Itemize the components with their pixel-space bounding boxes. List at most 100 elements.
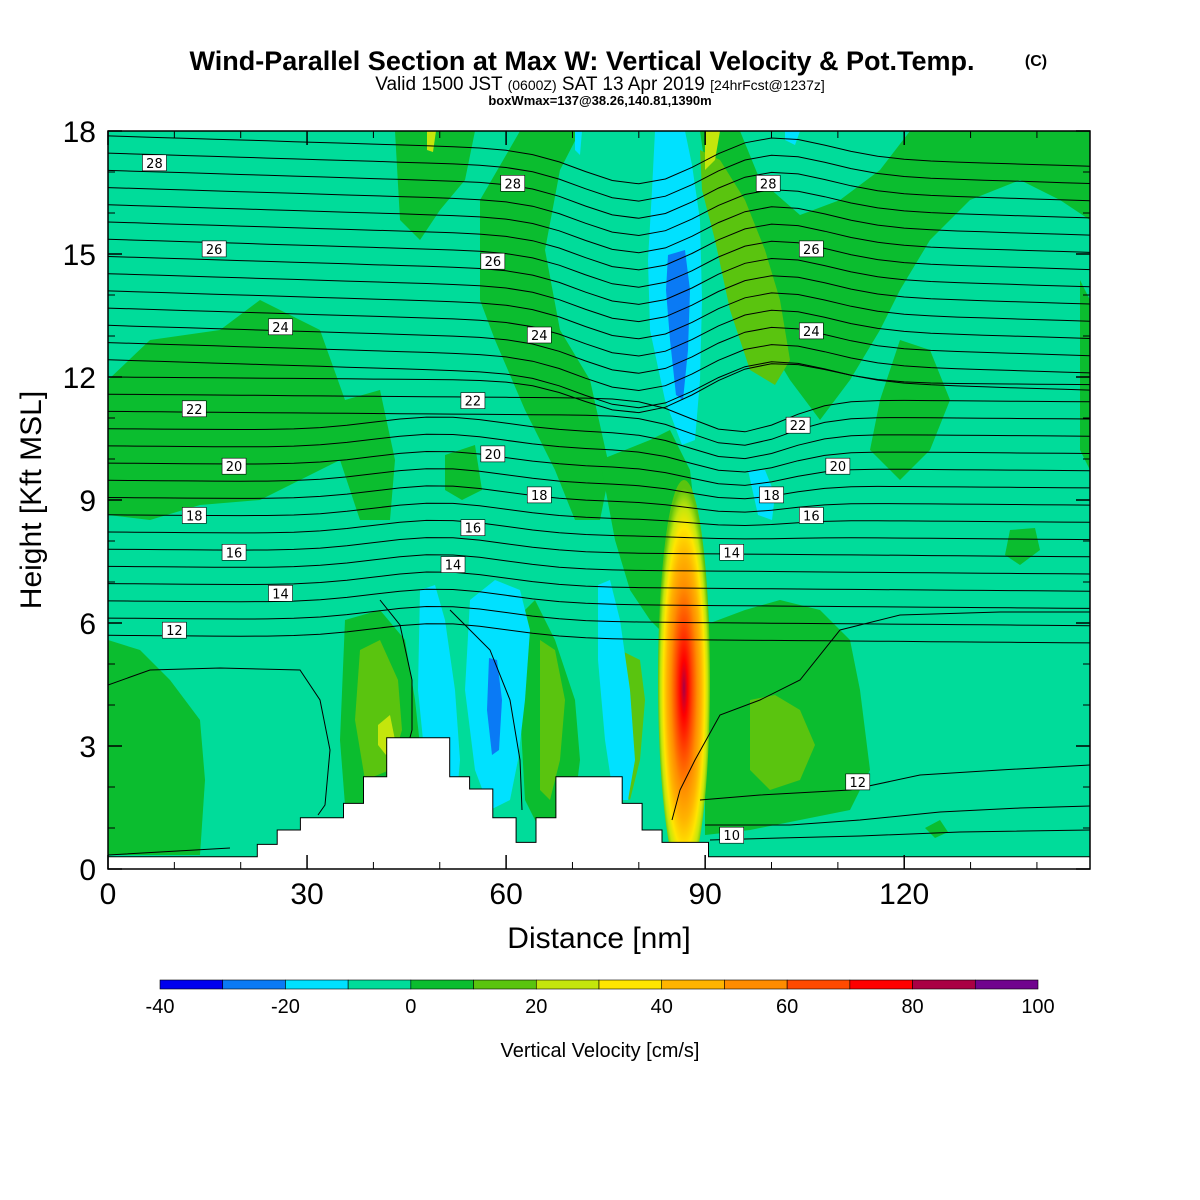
colorbar-swatch [347, 979, 412, 990]
theta-contour-line [108, 519, 1090, 541]
y-tick-label: 9 [79, 485, 96, 518]
theta-contour-line [108, 152, 1090, 202]
theta-contour-label-text: 28 [760, 177, 777, 192]
theta-contour-label: 28 [142, 154, 167, 172]
theta-contour-label-text: 22 [790, 419, 807, 434]
theta-contour-label: 16 [460, 519, 486, 537]
colorbar-label: Vertical Velocity [cm/s] [501, 1040, 700, 1062]
theta-contour-line [108, 502, 1090, 527]
chart-title: Wind-Parallel Section at Max W: Vertical… [190, 46, 975, 76]
y-tick-label: 15 [63, 239, 96, 272]
theta-contour-label-text: 28 [146, 157, 163, 172]
colorbar-tick-label: 0 [405, 996, 416, 1018]
theta-contour-label-text: 12 [849, 776, 866, 791]
theta-contour-line [108, 342, 1090, 392]
theta-contour-label-text: 20 [485, 448, 502, 463]
theta-contour-line [108, 238, 1090, 288]
theta-contour-label: 28 [500, 175, 526, 192]
theta-contour-label-text: 24 [531, 329, 548, 344]
theta-contour-label: 18 [181, 507, 207, 524]
theta-contour-label-text: 16 [226, 546, 243, 561]
theta-contour-label: 24 [268, 318, 293, 336]
theta-contour-line [108, 623, 1090, 644]
theta-contour-line [108, 290, 1090, 340]
y-tick-label: 3 [79, 731, 96, 764]
theta-contour-line [108, 468, 1090, 500]
theta-contour-label: 24 [526, 326, 552, 344]
colorbar-swatch [598, 979, 663, 990]
colorbar: -40 -20 0 20 40 60 80 100 [146, 979, 1055, 1018]
theta-contour-line [108, 135, 1090, 185]
theta-contour-line [108, 410, 1090, 446]
colorbar-swatch [786, 979, 851, 990]
colorbar-tick-label: -20 [271, 996, 300, 1018]
theta-contour-label: 20 [480, 445, 506, 463]
x-tick-label: 120 [879, 878, 929, 911]
theta-contour-label-text: 18 [763, 489, 780, 504]
y-axis: 0 3 6 9 12 15 18 [63, 116, 1090, 887]
x-axis-label: Distance [nm] [507, 922, 690, 955]
colorbar-tick-label: 80 [901, 996, 923, 1018]
theta-contour-label: 24 [799, 322, 824, 340]
theta-contour-line [108, 359, 1090, 409]
updraft-core [658, 480, 710, 869]
colorbar-swatch [410, 979, 474, 990]
colorbar-swatch [912, 979, 976, 990]
theta-contour-label: 18 [526, 486, 552, 504]
theta-contour-label-text: 14 [272, 587, 289, 602]
theta-contour-line [108, 273, 1090, 323]
colorbar-tick-label: 20 [525, 996, 547, 1018]
theta-contour-label-text: 12 [166, 624, 183, 639]
vv-shading-neg-20-30 [487, 250, 690, 755]
theta-contour-label: 10 [719, 826, 745, 844]
y-tick-label: 0 [79, 854, 96, 887]
theta-contour-line [108, 485, 1090, 513]
x-tick-label: 0 [100, 878, 117, 911]
colorbar-tick-label: 100 [1021, 996, 1054, 1018]
theta-contour-line [108, 605, 1090, 627]
theta-contour-line [108, 256, 1090, 305]
colorbar-swatch [724, 979, 788, 990]
theta-contour-label-text: 26 [206, 243, 223, 258]
theta-contour-label: 14 [268, 584, 293, 602]
y-tick-label: 6 [79, 608, 96, 641]
y-tick-label: 12 [63, 362, 96, 395]
theta-contour-label: 22 [181, 400, 207, 418]
theta-contour-label: 26 [480, 252, 506, 270]
x-axis: 0 30 60 90 120 [100, 131, 1038, 911]
colorbar-swatch [285, 979, 349, 990]
colorbar-swatch [849, 979, 913, 990]
y-tick-label: 18 [63, 116, 96, 149]
theta-contour-label-text: 24 [272, 321, 289, 336]
theta-contour-label-text: 18 [531, 489, 548, 504]
colorbar-swatch [535, 979, 600, 990]
theta-contour-label: 26 [201, 240, 227, 258]
theta-contour-label-text: 24 [803, 325, 820, 340]
theta-contour-label-text: 20 [226, 460, 243, 475]
subtitle-utc: (0600Z) [508, 77, 557, 93]
theta-contour-line [108, 450, 1090, 486]
theta-contour-label-text: 14 [445, 559, 462, 574]
theta-contour-line [108, 169, 1090, 219]
theta-contour-label-text: 16 [465, 522, 482, 537]
theta-contour-label: 12 [845, 773, 871, 791]
theta-contour-label-text: 20 [830, 460, 847, 475]
theta-contour-line [108, 307, 1090, 357]
copyright-mark: (C) [1025, 53, 1047, 70]
theta-contour-label: 16 [221, 543, 247, 561]
theta-contour-label: 22 [785, 416, 811, 434]
theta-contour-line [108, 537, 1090, 558]
theta-contour-label: 28 [755, 175, 781, 192]
theta-contour-label-text: 22 [186, 403, 203, 418]
colorbar-swatch [661, 979, 725, 990]
theta-contour-label-text: 18 [186, 509, 203, 524]
theta-contour-label-text: 26 [803, 243, 820, 258]
theta-contour-label: 20 [825, 457, 851, 475]
theta-contour-label-text: 26 [485, 255, 502, 270]
theta-contour-line [108, 571, 1090, 592]
x-tick-label: 90 [688, 878, 721, 911]
colorbar-swatch [473, 979, 537, 990]
theta-contour-line [108, 187, 1090, 237]
theta-contour-line [108, 393, 1090, 433]
colorbar-tick-label: -40 [146, 996, 175, 1018]
